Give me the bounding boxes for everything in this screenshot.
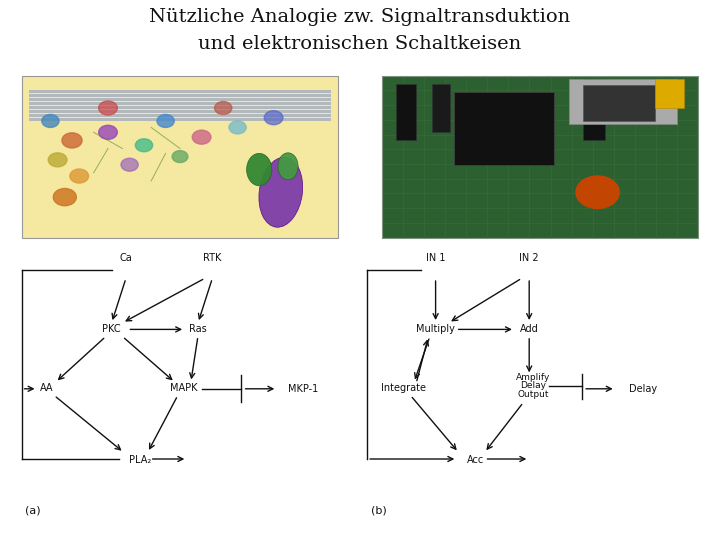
Text: Output: Output bbox=[517, 390, 549, 399]
Text: Delay: Delay bbox=[520, 381, 546, 390]
Circle shape bbox=[121, 158, 138, 171]
Bar bbox=[583, 79, 605, 140]
Bar bbox=[382, 76, 698, 238]
Bar bbox=[29, 90, 331, 93]
Ellipse shape bbox=[278, 153, 298, 180]
Text: PKC: PKC bbox=[102, 324, 121, 334]
Circle shape bbox=[157, 114, 174, 127]
Circle shape bbox=[229, 121, 246, 134]
Circle shape bbox=[99, 125, 117, 139]
Text: Add: Add bbox=[520, 324, 539, 334]
Circle shape bbox=[264, 111, 283, 125]
Text: AA: AA bbox=[40, 383, 53, 393]
Bar bbox=[29, 106, 331, 109]
Text: IN 2: IN 2 bbox=[519, 253, 539, 263]
Circle shape bbox=[53, 188, 76, 206]
Text: (b): (b) bbox=[371, 505, 387, 515]
Text: Integrate: Integrate bbox=[381, 383, 426, 393]
Bar bbox=[454, 92, 554, 165]
Bar bbox=[655, 79, 684, 108]
Text: Acc: Acc bbox=[467, 455, 484, 464]
Text: RTK: RTK bbox=[203, 253, 222, 263]
Circle shape bbox=[135, 139, 153, 152]
Ellipse shape bbox=[246, 153, 272, 186]
Ellipse shape bbox=[259, 157, 302, 227]
Bar bbox=[29, 102, 331, 105]
Bar bbox=[583, 85, 655, 121]
Bar bbox=[29, 114, 331, 117]
Circle shape bbox=[48, 153, 67, 167]
Text: Multiply: Multiply bbox=[416, 324, 455, 334]
Text: Delay: Delay bbox=[629, 384, 657, 394]
Text: Amplify: Amplify bbox=[516, 374, 550, 382]
Circle shape bbox=[215, 102, 232, 114]
Bar bbox=[29, 98, 331, 100]
Bar bbox=[569, 79, 677, 124]
Circle shape bbox=[99, 101, 117, 115]
Text: MKP-1: MKP-1 bbox=[288, 384, 318, 394]
Text: PLA₂: PLA₂ bbox=[130, 455, 151, 464]
Text: und elektronischen Schaltkeisen: und elektronischen Schaltkeisen bbox=[199, 35, 521, 53]
Circle shape bbox=[70, 169, 89, 183]
Circle shape bbox=[192, 130, 211, 144]
Circle shape bbox=[172, 151, 188, 163]
Text: IN 1: IN 1 bbox=[426, 253, 446, 263]
Circle shape bbox=[42, 114, 59, 127]
Text: (a): (a) bbox=[25, 505, 41, 515]
Bar bbox=[396, 84, 416, 140]
Text: Ca: Ca bbox=[120, 253, 132, 263]
Bar bbox=[22, 76, 338, 238]
Text: MAPK: MAPK bbox=[170, 383, 197, 393]
Circle shape bbox=[576, 176, 619, 208]
Bar bbox=[432, 84, 450, 132]
Text: Nützliche Analogie zw. Signaltransduktion: Nützliche Analogie zw. Signaltransduktio… bbox=[149, 8, 571, 26]
Circle shape bbox=[62, 133, 82, 148]
Bar bbox=[29, 110, 331, 113]
Text: Ras: Ras bbox=[189, 324, 207, 334]
Bar bbox=[29, 94, 331, 97]
Bar bbox=[29, 118, 331, 121]
